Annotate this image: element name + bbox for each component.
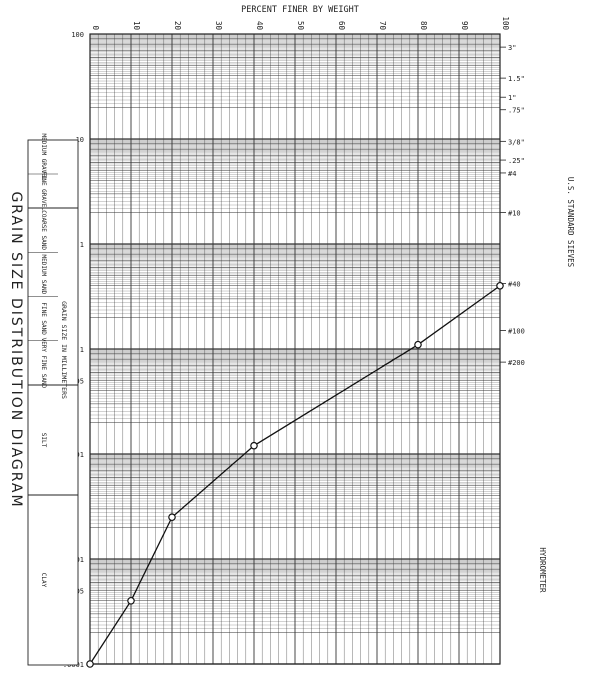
classification-label: MEDIUM GRAVEL xyxy=(40,134,47,181)
x-tick-label: 100 xyxy=(501,16,510,30)
data-point xyxy=(496,281,504,290)
gradation-curve xyxy=(86,281,504,668)
y-tick-label: 100 xyxy=(71,31,84,39)
y-axis-label: GRAIN SIZE IN MILLIMETERS xyxy=(60,301,68,399)
sieve-label: 1.5" xyxy=(508,75,525,83)
sieve-label: #10 xyxy=(508,209,521,217)
chart-grid xyxy=(89,34,501,665)
data-point xyxy=(250,441,258,450)
hydrometer-label: HYDROMETER xyxy=(538,547,547,593)
classification-label: SILT xyxy=(40,433,47,448)
classification-label: COARSE SAND xyxy=(40,210,47,250)
sieve-label: 3/8" xyxy=(508,138,525,146)
sieve-label: #40 xyxy=(508,281,521,289)
sieve-label: 3" xyxy=(508,44,516,52)
classification-label: VERY FINE SAND xyxy=(40,338,47,389)
classification-label: FINE GRAVEL xyxy=(40,171,47,211)
x-tick-label: 80 xyxy=(419,21,428,31)
classification-frame xyxy=(27,139,79,666)
y-tick-label: 1 xyxy=(80,241,84,249)
x-tick-label: 30 xyxy=(214,21,223,31)
sieve-label: #4 xyxy=(508,170,516,178)
classification-label: FINE SAND xyxy=(40,302,47,335)
x-tick-label: 10 xyxy=(132,21,141,31)
classification-label: CLAY xyxy=(40,573,47,588)
y-tick-label: .1 xyxy=(76,346,84,354)
x-tick-labels: 0 10 20 30 40 50 60 70 80 90 100 xyxy=(91,16,510,30)
sieve-label: #200 xyxy=(508,359,525,367)
sieve-labels: 3" 1.5" 1" .75" 3/8" .25" #4 #10 #40 #100 #200 xyxy=(500,44,525,367)
x-tick-label: 20 xyxy=(173,21,182,31)
y-tick-label: 10 xyxy=(76,136,84,144)
x-tick-label: 50 xyxy=(296,21,305,31)
x-tick-label: 60 xyxy=(337,21,346,31)
data-point xyxy=(127,596,135,605)
x-tick-label: 40 xyxy=(255,21,264,31)
chart-title: GRAIN SIZE DISTRIBUTION DIAGRAM xyxy=(8,191,24,508)
plot-frame xyxy=(89,33,501,665)
sieve-label: .25" xyxy=(508,157,525,165)
data-point xyxy=(414,340,422,349)
x-axis-label: PERCENT FINER BY WEIGHT xyxy=(241,5,359,15)
x-tick-label: 0 xyxy=(91,25,100,30)
sieve-label: 1" xyxy=(508,94,516,102)
sieve-label: .75" xyxy=(508,107,525,115)
sieve-header: U.S. STANDARD SIEVES xyxy=(566,177,575,268)
x-tick-label: 70 xyxy=(378,21,387,31)
data-point xyxy=(86,660,94,668)
classification-label: MEDIUM SAND xyxy=(40,255,47,295)
sieve-label: #100 xyxy=(508,328,525,336)
data-point xyxy=(168,513,176,522)
x-tick-label: 90 xyxy=(460,21,469,31)
